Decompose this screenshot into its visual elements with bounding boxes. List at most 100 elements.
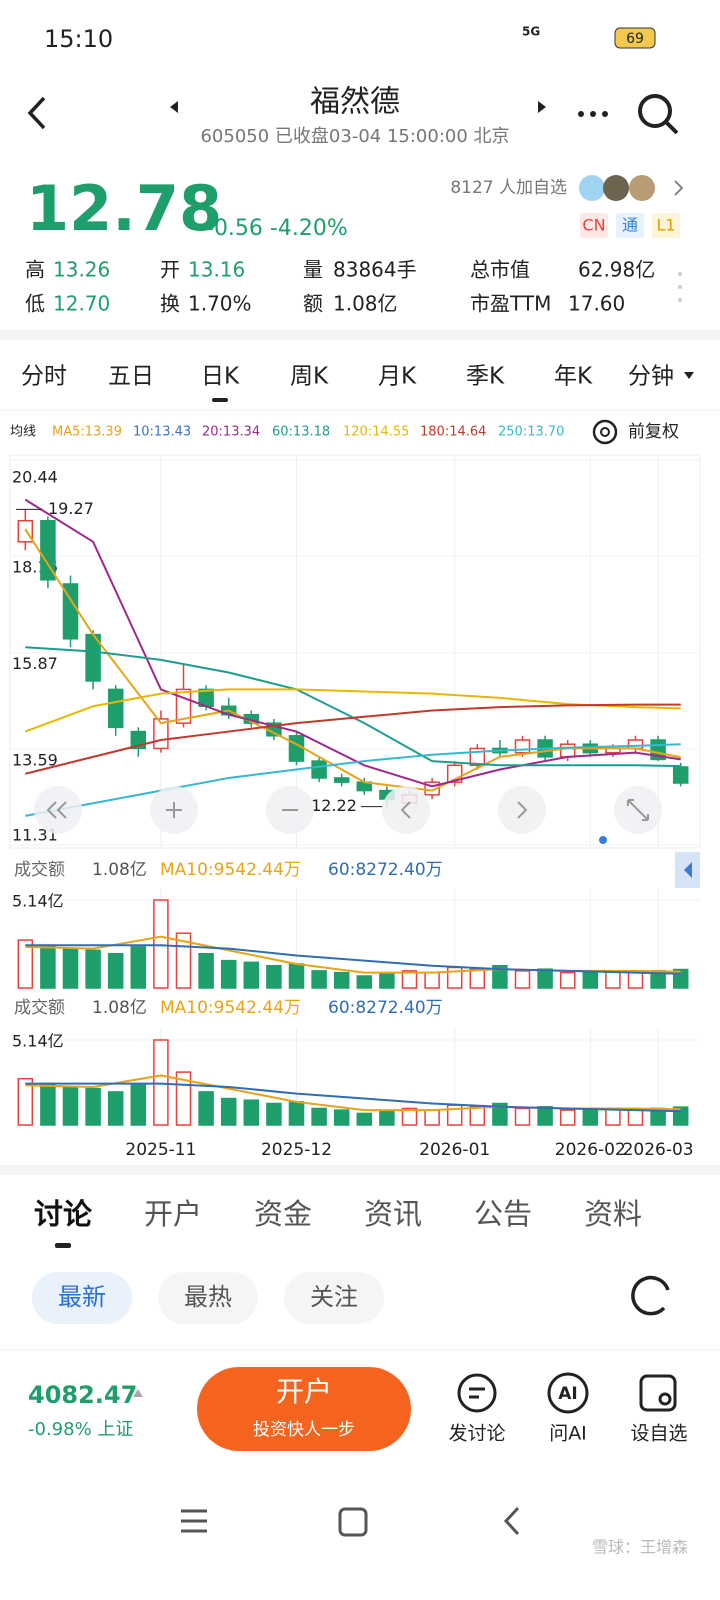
volume-bar xyxy=(469,968,486,989)
icon xyxy=(166,802,182,818)
volume-bar xyxy=(605,1107,621,1126)
volume-bar xyxy=(288,963,305,989)
ma-line xyxy=(25,743,681,817)
period-tab[interactable]: 五日 xyxy=(108,364,154,390)
icon xyxy=(547,1372,589,1414)
control-button[interactable] xyxy=(498,786,546,834)
content-tab[interactable]: 公告 xyxy=(474,1197,532,1231)
candle-body xyxy=(311,760,327,779)
ma-line xyxy=(24,528,681,792)
icon xyxy=(457,1373,497,1413)
badge-connect: 通 xyxy=(622,216,638,235)
volume-bar xyxy=(537,1106,553,1126)
action-label[interactable]: 设自选 xyxy=(630,1423,687,1445)
dot xyxy=(602,111,608,117)
ma-legend-item: 180:14.64 xyxy=(420,425,486,440)
icon xyxy=(658,1392,672,1406)
volume-bar xyxy=(582,970,599,989)
period-tab[interactable]: 分时 xyxy=(21,364,67,390)
filter-chip[interactable] xyxy=(32,1272,132,1324)
divider xyxy=(0,330,720,340)
chevron[interactable] xyxy=(674,180,684,196)
candle-body xyxy=(288,735,305,762)
volume-bar xyxy=(379,1111,395,1126)
content-tab[interactable]: 开户 xyxy=(144,1197,202,1231)
nav-home[interactable] xyxy=(338,1507,368,1537)
volume-bar xyxy=(243,1099,260,1126)
content-tab[interactable]: 资金 xyxy=(254,1197,312,1231)
filter-label: 关注 xyxy=(310,1283,358,1311)
candle-body xyxy=(17,519,34,543)
candle-body xyxy=(559,743,576,758)
period-tab[interactable]: 周K xyxy=(290,364,329,390)
volume-bar xyxy=(424,1109,440,1126)
adjust-button[interactable]: 前复权 xyxy=(592,419,679,445)
back-button[interactable] xyxy=(27,96,46,130)
action-label[interactable]: 发讨论 xyxy=(448,1423,505,1445)
prev-stock[interactable] xyxy=(170,101,178,113)
dot xyxy=(678,272,682,276)
volume-bar xyxy=(469,1106,486,1126)
stat-value: 62.98亿 xyxy=(578,258,655,282)
dropdown-arrow[interactable] xyxy=(684,372,694,379)
search-button[interactable] xyxy=(638,94,679,135)
x-tick-label: 2026-03 xyxy=(623,1140,694,1160)
period-tab[interactable]: 年K xyxy=(554,364,593,390)
x-tick-label: 2026-02 xyxy=(555,1140,626,1160)
icon xyxy=(684,862,692,878)
period-tab[interactable]: 月K xyxy=(378,364,417,390)
button-sub: 投资快人一步 xyxy=(253,1420,355,1440)
battery-level: 69 xyxy=(626,31,644,47)
ma-line xyxy=(24,498,681,788)
filters: 最新 最热 关注 xyxy=(32,1272,384,1324)
index-value[interactable]: 4082.47 xyxy=(28,1381,137,1409)
candle-body xyxy=(672,766,689,784)
open-account-button[interactable] xyxy=(197,1367,411,1451)
filter-chip[interactable] xyxy=(284,1272,384,1324)
ai-glyph: AI xyxy=(558,1384,577,1404)
volume-ma10: MA10:9542.44万 xyxy=(160,998,301,1018)
avatar xyxy=(603,175,629,201)
status-network: 5G xyxy=(522,25,540,39)
candle-body xyxy=(175,688,192,724)
more-button[interactable] xyxy=(578,111,608,117)
control-button[interactable] xyxy=(382,786,430,834)
nav-menu[interactable] xyxy=(181,1509,207,1533)
volume-bar xyxy=(627,1109,644,1126)
content-tab[interactable]: 资讯 xyxy=(364,1197,422,1231)
next-stock[interactable] xyxy=(538,101,546,113)
stat-label: 低 xyxy=(25,292,45,316)
control-icons xyxy=(46,799,649,821)
price: 12.78 xyxy=(26,172,222,245)
period-tab[interactable]: 分钟 xyxy=(628,364,674,390)
action-label[interactable]: 问AI xyxy=(549,1423,587,1445)
stat-value: 1.70% xyxy=(188,292,252,316)
stat-value: 12.70 xyxy=(53,292,110,316)
volume-bar xyxy=(537,968,553,989)
icon xyxy=(631,1275,670,1316)
x-tick-label: 2025-12 xyxy=(261,1140,332,1160)
content-tab[interactable]: 资料 xyxy=(584,1197,642,1231)
stock-name: 福然德 xyxy=(310,85,400,120)
period-tab[interactable]: 日K xyxy=(201,364,240,390)
ma-legend-item: MA5:13.39 xyxy=(52,425,122,440)
filter-chip[interactable] xyxy=(158,1272,258,1324)
volume-bar xyxy=(605,970,621,989)
refresh-button[interactable] xyxy=(631,1275,670,1316)
volume-bar xyxy=(220,1097,237,1126)
icon xyxy=(639,1374,677,1412)
status-time: 15:10 xyxy=(44,25,113,53)
ma-line xyxy=(25,703,681,775)
y-tick-label: 15.87 xyxy=(12,654,58,673)
volume-bar xyxy=(220,959,237,989)
price-change: -0.56 -4.20% xyxy=(206,216,348,241)
nav-back[interactable] xyxy=(503,1506,520,1536)
candle-body xyxy=(627,739,644,750)
content-tab[interactable]: 讨论 xyxy=(34,1197,93,1231)
volume-title: 成交额 xyxy=(14,860,65,880)
followers[interactable]: 8127 人加自选 xyxy=(450,178,567,198)
volume-bar xyxy=(153,899,169,989)
dot xyxy=(590,111,596,117)
volume-bar xyxy=(130,946,147,989)
period-tab[interactable]: 季K xyxy=(466,364,505,390)
